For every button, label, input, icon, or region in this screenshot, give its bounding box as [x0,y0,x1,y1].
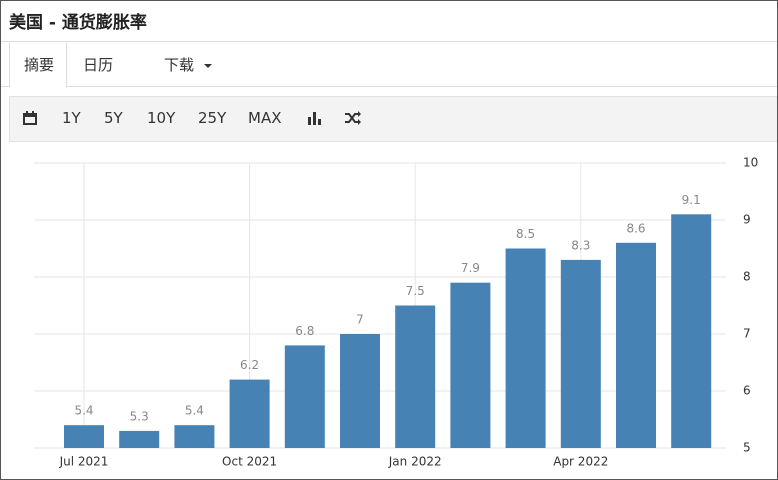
bar [64,425,104,448]
data-label: 5.4 [185,404,204,418]
y-tick-label: 5 [743,441,751,455]
tab-label: 下载 [164,56,195,74]
bar [119,430,160,448]
x-tick-label: Apr 2022 [553,455,608,469]
range-button[interactable]: 25Y [198,109,227,127]
data-label: 7 [356,313,364,327]
x-tick-label: Jan 2022 [388,455,442,469]
data-label: 8.6 [626,221,645,235]
bar [450,282,491,448]
data-label: 5.3 [130,409,149,423]
data-label: 6.8 [295,324,314,338]
range-button[interactable]: 5Y [104,109,123,127]
data-label: 7.5 [406,284,425,298]
data-label: 5.4 [74,404,93,418]
data-label: 6.2 [240,358,259,372]
y-tick-label: 10 [743,156,758,170]
data-label: 9.1 [682,193,701,207]
bar [505,248,546,448]
bar-chart-icon[interactable] [306,110,322,126]
calendar-icon[interactable] [22,110,38,126]
y-tick-label: 9 [743,213,751,227]
range-button[interactable]: 1Y [62,109,81,127]
y-tick-label: 6 [743,384,751,398]
y-tick-label: 8 [743,270,751,284]
toolbar: 1Y 5Y 10Y 25Y MAX [9,96,777,142]
bar [340,334,380,448]
chart: 5 6 7 8 9 10 Jul 2021 Oct 2021 Jan 2022 Apr 2022 5… [34,156,758,469]
data-label: 8.3 [571,238,590,252]
caret-icon [203,64,212,68]
shuffle-icon[interactable] [344,110,362,126]
tab-label: 摘要 [24,56,55,74]
bar [671,214,712,448]
tab-bar: 摘要 日历 下载 [1,41,777,88]
tab-active[interactable]: 摘要 [9,41,67,88]
bar [560,259,601,448]
bar [229,379,270,448]
range-button[interactable]: 10Y [147,109,176,127]
tab[interactable]: 下载 [164,54,213,75]
y-tick-label: 7 [743,327,751,341]
bar [616,242,656,448]
data-label: 8.5 [516,227,535,241]
x-tick-label: Jul 2021 [59,455,109,469]
page-title: 美国 - 通货膨胀率 [9,13,147,33]
bar [395,305,436,448]
tab[interactable]: 日历 [83,56,114,74]
range-button[interactable]: MAX [248,109,282,127]
data-label: 7.9 [461,261,480,275]
bar [284,345,325,448]
bar [174,425,215,448]
x-tick-label: Oct 2021 [222,455,277,469]
